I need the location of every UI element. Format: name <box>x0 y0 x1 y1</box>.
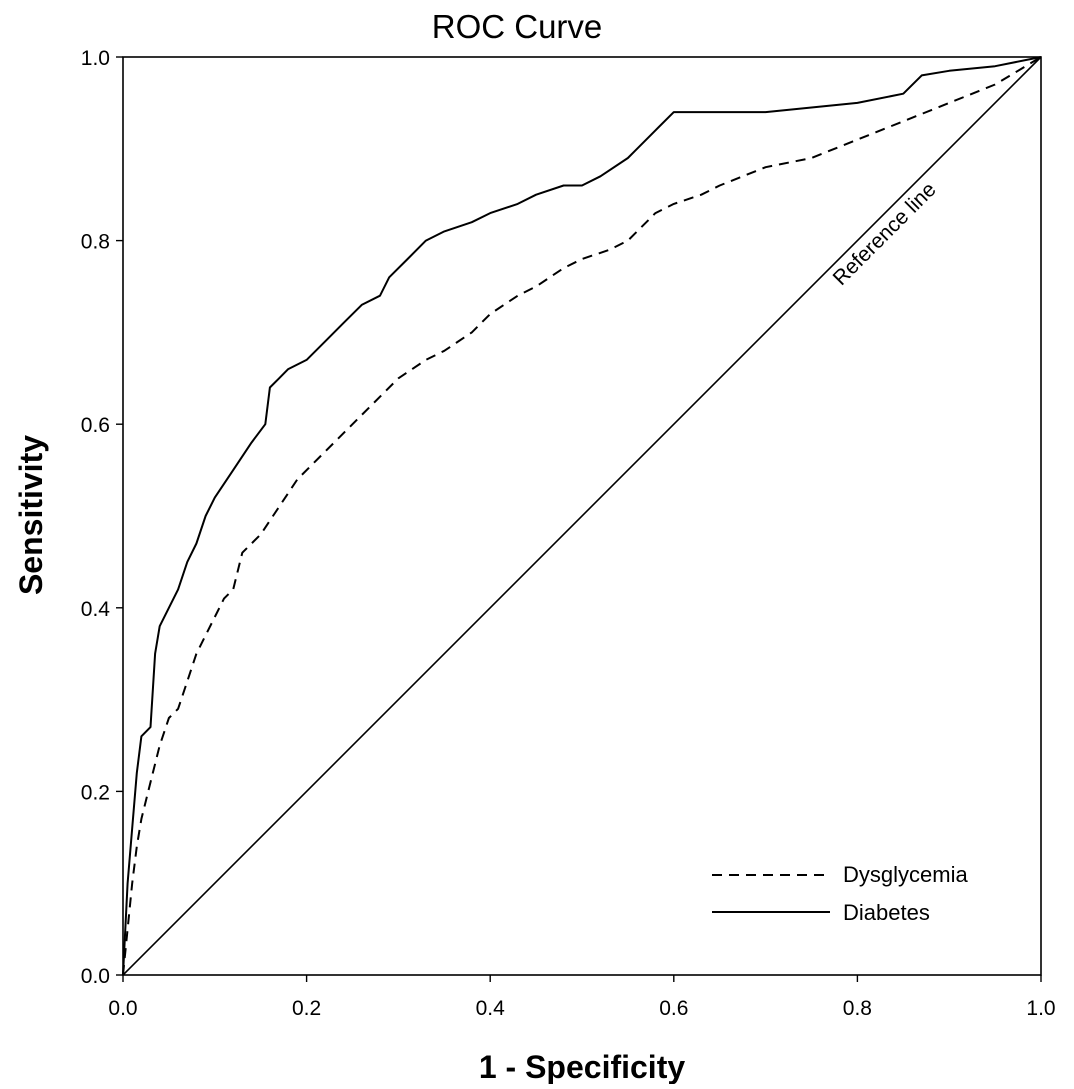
x-tick-label: 0.8 <box>843 997 872 1020</box>
y-tick-label: 0.8 <box>81 231 110 254</box>
reference-line <box>122 56 1042 976</box>
y-axis-title: Sensitivity <box>13 435 49 595</box>
x-axis-title: 1 - Specificity <box>479 1049 686 1084</box>
legend-label-dysglycemia: Dysglycemia <box>843 862 968 887</box>
y-tick-label: 0.4 <box>81 598 111 621</box>
reference-line-label: Reference line <box>829 178 941 290</box>
plot-frame <box>122 56 1042 976</box>
legend: Dysglycemia Diabetes <box>712 862 968 925</box>
x-tick-label: 0.0 <box>108 997 137 1020</box>
plot-area: 0.0 0.2 0.4 0.6 0.8 1.0 0.0 0.2 0.4 0.6 0.8 1.0 <box>81 47 1056 1020</box>
series-line-dysglycemia <box>122 56 1042 976</box>
y-tick-label: 0.0 <box>81 965 110 988</box>
chart-title: ROC Curve <box>432 8 603 45</box>
series-line-diabetes <box>122 56 1042 976</box>
x-tick-label: 1.0 <box>1026 997 1055 1020</box>
legend-label-diabetes: Diabetes <box>843 900 930 925</box>
x-tick-label: 0.2 <box>292 997 321 1020</box>
y-tick-label: 1.0 <box>81 47 110 70</box>
x-tick-label: 0.6 <box>659 997 688 1020</box>
x-tick-label: 0.4 <box>476 997 506 1020</box>
y-tick-label: 0.2 <box>81 781 110 804</box>
y-tick-label: 0.6 <box>81 414 110 437</box>
